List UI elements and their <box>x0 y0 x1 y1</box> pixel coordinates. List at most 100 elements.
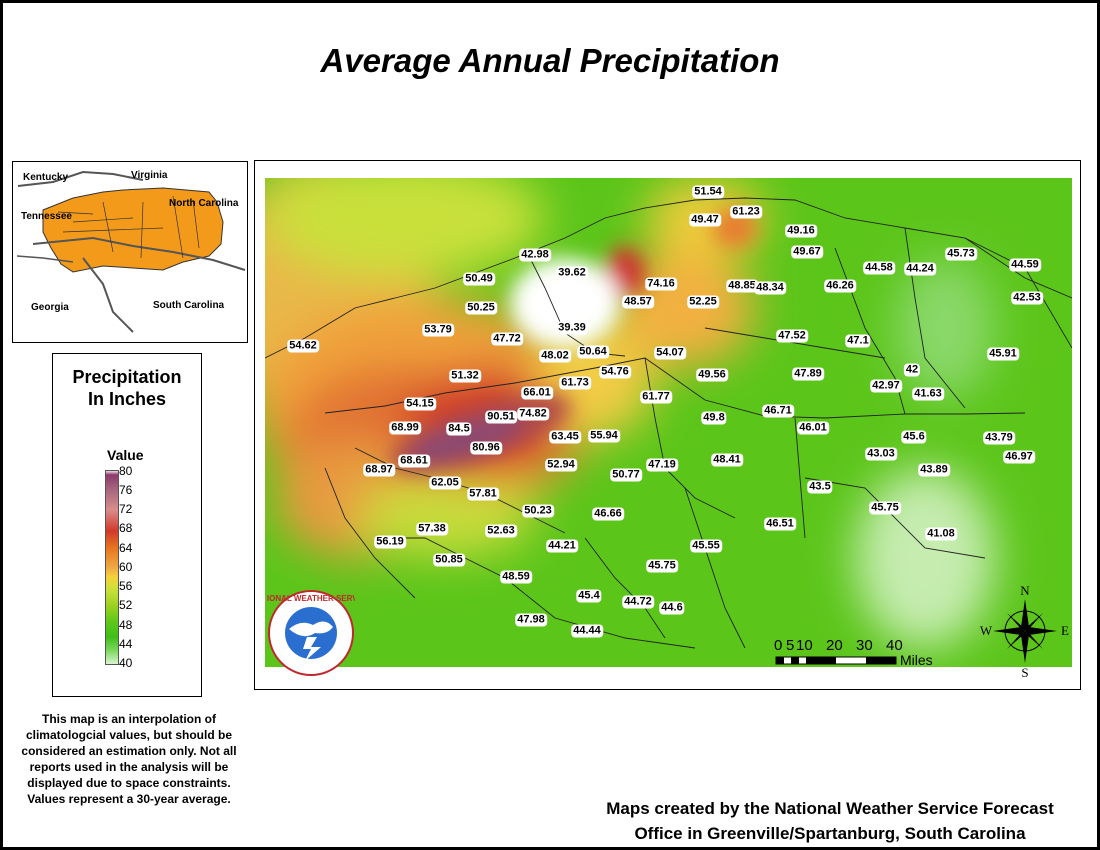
locator-map: Kentucky Virginia Tennessee North Caroli… <box>12 161 248 343</box>
legend-title-line2: In Inches <box>87 389 167 409</box>
station-value-label: 62.05 <box>429 476 461 490</box>
station-value-label: 80.96 <box>470 441 502 455</box>
credit-text: Maps created by the National Weather Ser… <box>560 796 1100 846</box>
station-value-label: 54.07 <box>654 346 686 360</box>
station-value-label: 47.52 <box>776 329 808 343</box>
credit-line2: Office in Greenville/Spartanburg, South … <box>634 824 1026 843</box>
locator-map-graphic: Kentucky Virginia Tennessee North Caroli… <box>16 170 246 333</box>
station-value-label: 56.19 <box>374 535 406 549</box>
legend-color-ramp <box>105 470 119 665</box>
page-title: Average Annual Precipitation <box>320 42 780 79</box>
legend-tick: 52 <box>119 598 133 612</box>
legend-value-label: Value <box>107 447 144 463</box>
station-value-label: 51.54 <box>692 185 724 199</box>
station-value-label: 45.91 <box>987 347 1019 361</box>
locator-label-north-carolina: North Carolina <box>169 198 239 209</box>
station-value-label: 46.51 <box>764 517 796 531</box>
station-value-label: 74.82 <box>517 407 549 421</box>
scale-tick: 20 <box>826 637 843 654</box>
station-value-label: 84.5 <box>446 422 472 436</box>
station-value-label: 45.55 <box>690 539 722 553</box>
station-value-label: 49.67 <box>791 245 823 259</box>
station-value-label: 50.25 <box>465 301 497 315</box>
compass-s: S <box>1021 665 1028 680</box>
locator-label-south-carolina: South Carolina <box>153 300 225 311</box>
station-value-label: 52.94 <box>545 458 577 472</box>
nws-logo: NATIONAL WEATHER SERVICE <box>251 589 372 677</box>
station-value-label: 46.26 <box>824 279 856 293</box>
station-value-label: 42 <box>903 363 921 377</box>
legend-tick: 40 <box>119 656 133 670</box>
station-value-label: 42.97 <box>870 379 902 393</box>
station-value-label: 52.63 <box>485 524 517 538</box>
legend-title: Precipitation In Inches <box>53 366 201 410</box>
locator-label-georgia: Georgia <box>31 302 69 313</box>
scale-tick: 10 <box>796 637 813 654</box>
station-value-label: 44.21 <box>546 539 578 553</box>
station-value-label: 61.77 <box>640 390 672 404</box>
legend-tick: 60 <box>119 560 133 574</box>
station-value-label: 52.25 <box>687 295 719 309</box>
compass-e: E <box>1061 623 1069 638</box>
locator-label-tennessee: Tennessee <box>21 211 72 222</box>
nws-logo-text: NATIONAL WEATHER SERVICE <box>267 594 355 603</box>
station-value-label: 90.51 <box>485 410 517 424</box>
station-value-label: 45.4 <box>576 589 602 603</box>
scale-unit: Miles <box>900 652 933 668</box>
station-value-label: 54.15 <box>404 397 436 411</box>
station-value-label: 48.34 <box>754 281 786 295</box>
station-value-label: 45.6 <box>901 430 927 444</box>
station-value-label: 45.75 <box>869 501 901 515</box>
precipitation-map[interactable]: 51.54 49.47 61.23 49.16 42.98 39.62 74.16 48.57… <box>265 178 1072 667</box>
station-value-label: 46.01 <box>797 421 829 435</box>
scale-bar: 0 5 10 20 30 40 Miles <box>772 637 942 671</box>
station-value-label: 68.97 <box>363 463 395 477</box>
station-value-label: 74.16 <box>645 277 677 291</box>
station-value-label: 61.73 <box>559 376 591 390</box>
station-value-label: 48.41 <box>711 453 743 467</box>
nws-logo-graphic: NATIONAL WEATHER SERVICE <box>251 590 372 676</box>
station-value-label: 57.38 <box>416 522 448 536</box>
station-value-label: 46.97 <box>1003 450 1035 464</box>
station-value-label: 47.98 <box>515 613 547 627</box>
legend-tick: 56 <box>119 579 133 593</box>
station-value-label: 50.64 <box>577 345 609 359</box>
station-value-label: 50.23 <box>522 504 554 518</box>
station-value-label: 45.75 <box>646 559 678 573</box>
station-value-label: 44.6 <box>659 601 685 615</box>
station-value-label: 44.58 <box>863 261 895 275</box>
station-value-label: 41.08 <box>925 527 957 541</box>
station-value-label: 53.79 <box>422 323 454 337</box>
station-value-label: 43.79 <box>983 431 1015 445</box>
station-value-label: 54.62 <box>287 339 319 353</box>
station-value-label: 50.85 <box>433 553 465 567</box>
station-value-label: 68.99 <box>389 421 421 435</box>
station-value-label: 44.72 <box>622 595 654 609</box>
station-value-label: 68.61 <box>398 454 430 468</box>
station-value-label: 49.16 <box>785 224 817 238</box>
station-value-label: 49.56 <box>696 368 728 382</box>
station-value-label: 47.72 <box>491 332 523 346</box>
station-value-label: 39.39 <box>556 321 588 335</box>
station-value-label: 51.32 <box>449 369 481 383</box>
station-value-label: 48.85 <box>726 279 758 293</box>
legend-title-line1: Precipitation <box>72 367 182 387</box>
legend-tick: 80 <box>119 464 133 478</box>
scale-tick: 0 <box>774 637 782 654</box>
station-value-label: 61.23 <box>730 205 762 219</box>
locator-label-kentucky: Kentucky <box>23 172 68 183</box>
legend-tick: 64 <box>119 541 133 555</box>
scale-tick: 40 <box>886 637 903 654</box>
station-value-label: 41.63 <box>912 387 944 401</box>
station-value-label: 48.57 <box>622 295 654 309</box>
station-value-label: 55.94 <box>588 429 620 443</box>
station-value-label: 44.59 <box>1009 258 1041 272</box>
station-value-label: 49.47 <box>689 213 721 227</box>
station-value-label: 47.1 <box>845 334 871 348</box>
station-value-label: 49.8 <box>701 411 727 425</box>
legend: Precipitation In Inches Value 80 76 72 6… <box>52 353 202 697</box>
station-value-label: 46.66 <box>592 507 624 521</box>
station-value-label: 44.44 <box>571 624 603 638</box>
credit-line1: Maps created by the National Weather Ser… <box>606 799 1054 818</box>
